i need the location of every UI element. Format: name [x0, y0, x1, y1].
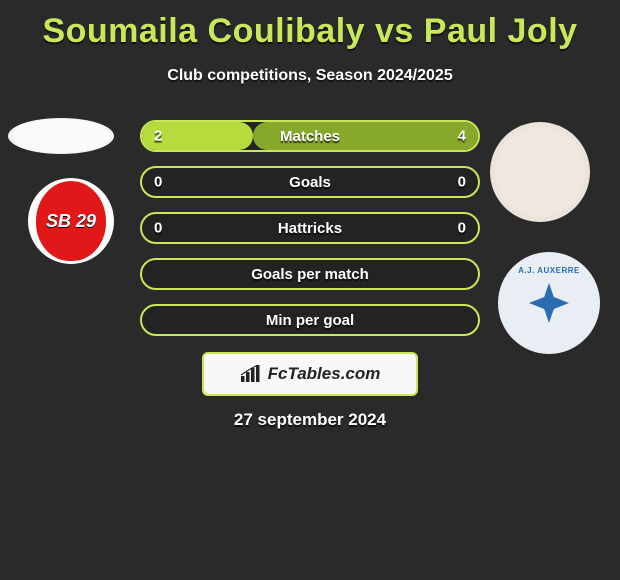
stat-label: Min per goal	[266, 312, 354, 329]
date-label: 27 september 2024	[0, 410, 620, 430]
fctables-badge[interactable]: FcTables.com	[202, 352, 418, 396]
stat-right-value: 4	[458, 128, 466, 145]
fctables-label: FcTables.com	[268, 364, 381, 384]
bars-icon	[240, 365, 262, 383]
stat-label: Goals per match	[251, 266, 369, 283]
stat-label: Matches	[280, 128, 340, 145]
club-badge-left-text: SB 29	[36, 181, 106, 261]
stat-right-value: 0	[458, 174, 466, 191]
stat-right-value: 0	[458, 220, 466, 237]
player-right-avatar	[490, 122, 590, 222]
stat-bar: Min per goal	[140, 304, 480, 336]
page-title: Soumaila Coulibaly vs Paul Joly	[0, 0, 620, 51]
player-left-avatar	[8, 118, 114, 154]
club-badge-right: A.J. AUXERRE	[498, 252, 600, 354]
club-badge-right-inner: A.J. AUXERRE	[508, 262, 590, 344]
stat-label: Hattricks	[278, 220, 342, 237]
stat-bar: 0 0 Goals	[140, 166, 480, 198]
stat-left-value: 0	[154, 220, 162, 237]
stat-left-value: 2	[154, 128, 162, 145]
stat-left-value: 0	[154, 174, 162, 191]
stat-bar: Goals per match	[140, 258, 480, 290]
stat-label: Goals	[289, 174, 331, 191]
stat-bar: 2 4 Matches	[140, 120, 480, 152]
stat-bar: 0 0 Hattricks	[140, 212, 480, 244]
subtitle: Club competitions, Season 2024/2025	[0, 67, 620, 85]
club-badge-left: SB 29	[28, 178, 114, 264]
stat-bars-container: 2 4 Matches 0 0 Goals 0 0 Hattricks Goals per mat…	[140, 120, 480, 350]
club-badge-right-text: A.J. AUXERRE	[518, 266, 580, 275]
